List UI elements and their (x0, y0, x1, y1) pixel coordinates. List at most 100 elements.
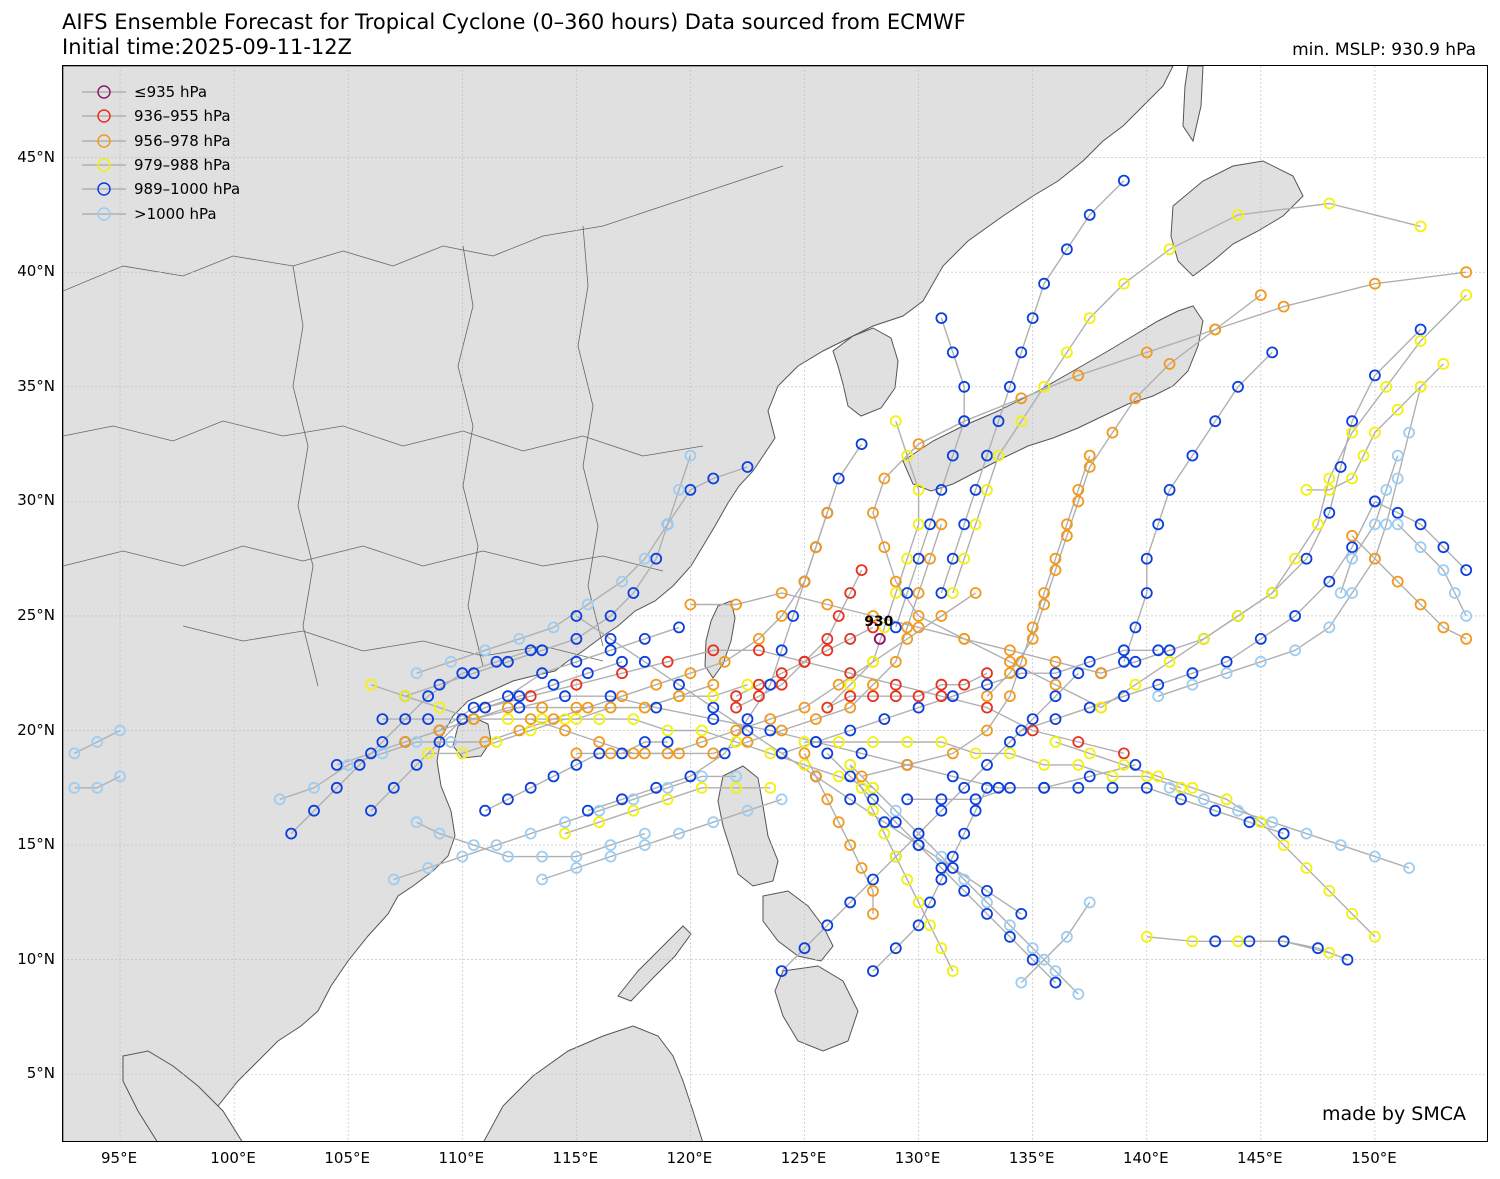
lon-tick-label: 115°E (552, 1149, 599, 1167)
legend-marker (97, 182, 111, 197)
track-point (946, 747, 959, 760)
track-line (576, 524, 943, 755)
track-point (1140, 930, 1153, 943)
track-point (1038, 380, 1050, 393)
track-point (992, 415, 1005, 428)
track-point (1083, 655, 1096, 668)
track-point (775, 793, 788, 806)
track-point (844, 839, 857, 851)
legend-label: 979–988 hPa (134, 156, 231, 175)
legend-symbol (82, 204, 126, 224)
track-point (114, 770, 126, 783)
chart-title: AIFS Ensemble Forecast for Tropical Cycl… (62, 10, 966, 34)
track-point (616, 747, 628, 760)
track-point (1232, 610, 1244, 622)
track-point (638, 736, 651, 748)
track-point (695, 770, 708, 783)
track-point (524, 724, 537, 737)
track-point (821, 701, 834, 714)
track-point (1163, 243, 1176, 256)
track-point (547, 678, 560, 691)
track-point (1220, 793, 1233, 806)
track-point (627, 747, 640, 760)
track-point (958, 678, 971, 691)
legend-symbol (82, 155, 126, 175)
track-point (901, 793, 914, 806)
track-point (1369, 930, 1381, 943)
track-point (616, 793, 628, 806)
legend-symbol (82, 106, 126, 126)
track-point (1061, 346, 1073, 359)
lat-tick-label: 30°N (17, 491, 55, 510)
track-point (1254, 816, 1267, 829)
track-point (821, 506, 834, 519)
lon-tick-label: 105°E (324, 1149, 370, 1167)
track-point (1061, 930, 1073, 943)
track-point (1346, 426, 1358, 439)
track-point (889, 690, 902, 703)
track-point (536, 713, 549, 725)
track-point (946, 346, 959, 359)
track-point (1004, 781, 1016, 794)
track-point (1254, 633, 1267, 645)
track-point (1448, 587, 1461, 599)
track-point (981, 724, 993, 737)
legend-marker (97, 158, 111, 172)
land-malaysia (122, 1050, 243, 1141)
track-point (730, 701, 742, 714)
track-line (428, 718, 874, 789)
track-point (1118, 747, 1130, 760)
max-marker-label: 930 (864, 613, 894, 630)
track-point (604, 690, 617, 703)
track-point (467, 839, 480, 851)
track-point (490, 655, 503, 668)
track-point (1083, 770, 1096, 783)
track-point (387, 781, 400, 794)
track-point (946, 862, 959, 874)
track-point (958, 415, 971, 428)
track-point (456, 747, 469, 760)
track-point (798, 701, 811, 714)
track-point (570, 850, 583, 863)
track-point (1391, 506, 1404, 519)
track-point (889, 816, 902, 829)
track-point (912, 690, 925, 703)
land-sakhalin (1182, 66, 1204, 143)
track-point (593, 816, 606, 829)
track-point (422, 747, 435, 760)
track-point (707, 644, 720, 657)
track-point (946, 690, 959, 703)
track-point (1391, 518, 1404, 531)
track-point (1437, 357, 1450, 370)
track-point (1026, 942, 1039, 955)
track-point (935, 862, 948, 874)
track-point (867, 610, 879, 622)
lat-tick-label: 10°N (17, 949, 55, 968)
track-point (1460, 564, 1473, 577)
track-point (798, 736, 811, 748)
track-point (912, 701, 925, 714)
track-point (1380, 518, 1393, 531)
track-point (1026, 633, 1039, 645)
track-point (1346, 541, 1358, 554)
track-point (753, 644, 765, 657)
track-point (1015, 976, 1028, 989)
track-point (992, 781, 1005, 794)
track-point (889, 804, 902, 817)
track-point (627, 793, 640, 806)
track-point (878, 621, 891, 634)
legend-entry: 956–978 hPa (82, 129, 240, 153)
track-point (1026, 312, 1039, 325)
track-point (867, 908, 879, 920)
track-line (1021, 501, 1376, 732)
legend-label: >1000 hPa (134, 204, 217, 223)
track-point (684, 770, 697, 783)
track-point (867, 793, 879, 806)
land-palawan (617, 925, 692, 1002)
track-point (958, 633, 971, 645)
lon-tick-label: 110°E (438, 1149, 485, 1167)
track-point (844, 690, 857, 703)
track-point (524, 644, 537, 657)
track-point (1163, 483, 1176, 496)
track-point (981, 483, 993, 496)
